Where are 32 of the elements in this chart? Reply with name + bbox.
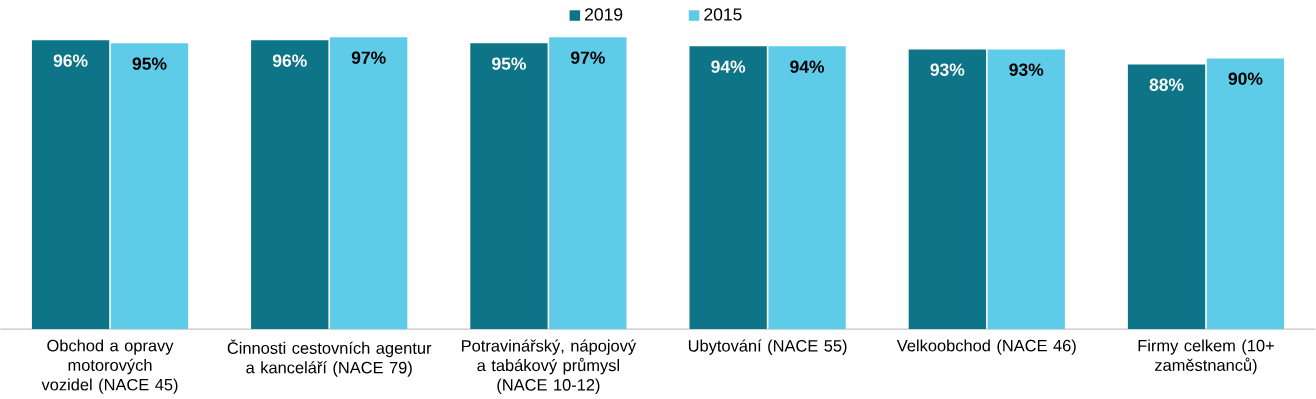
data-label: 95% — [492, 57, 526, 70]
data-label: 90% — [1228, 72, 1263, 85]
bar — [689, 46, 767, 329]
x-tick-label: Firmy celkem (10+ zaměstnanců) — [1138, 339, 1274, 375]
bar — [110, 43, 189, 329]
data-label: 96% — [272, 54, 307, 67]
data-label: 93% — [1009, 63, 1044, 76]
x-tick-label: Ubytování (NACE 55) — [688, 339, 847, 355]
bar — [1127, 64, 1206, 329]
data-label: 88% — [1149, 78, 1184, 91]
bar — [549, 37, 627, 329]
bar — [1206, 58, 1285, 329]
data-label: 96% — [53, 54, 88, 67]
x-tick-label: Velkoobchod (NACE 46) — [896, 339, 1076, 355]
data-label: 97% — [571, 51, 605, 64]
data-label: 97% — [351, 51, 386, 64]
bar — [31, 40, 110, 329]
data-label: 94% — [790, 60, 825, 73]
legend-label: 2015 — [704, 8, 742, 21]
data-label: 94% — [711, 60, 746, 73]
data-label: 95% — [132, 57, 167, 70]
data-label: 93% — [930, 63, 965, 76]
x-tick-label: Potravinářský, nápojový a tabákový průmysl (NACE 10-12) — [462, 339, 637, 394]
bar — [470, 43, 548, 329]
bar — [987, 49, 1065, 329]
x-tick-label: Činnosti cestovních agentur a kanceláří (NACE 79) — [227, 339, 432, 377]
x-tick-label: Obchod a opravy motorových vozidel (NACE 45) — [41, 339, 178, 394]
bar — [251, 40, 329, 329]
legend-label: 2019 — [585, 8, 623, 21]
bar — [768, 46, 846, 329]
bar — [908, 49, 986, 329]
bar — [330, 37, 408, 329]
